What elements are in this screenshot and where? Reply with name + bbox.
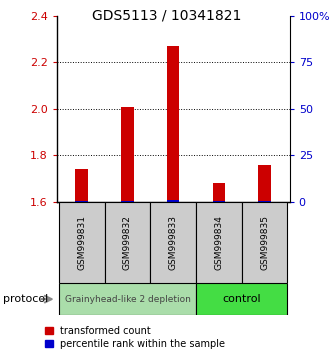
Text: GSM999833: GSM999833 [168, 215, 178, 270]
Bar [59, 202, 105, 283]
Bar [258, 165, 271, 202]
Text: Grainyhead-like 2 depletion: Grainyhead-like 2 depletion [65, 295, 190, 304]
Bar [242, 202, 287, 283]
Bar [212, 201, 225, 202]
Text: GDS5113 / 10341821: GDS5113 / 10341821 [92, 9, 241, 23]
Bar [167, 200, 179, 202]
Text: GSM999834: GSM999834 [214, 215, 223, 270]
Bar [167, 46, 179, 202]
Bar [59, 283, 196, 315]
Text: control: control [222, 294, 261, 304]
Bar [196, 202, 242, 283]
Text: GSM999832: GSM999832 [123, 215, 132, 270]
Bar [121, 201, 134, 202]
Bar [258, 201, 271, 202]
Bar [121, 107, 134, 202]
Bar [212, 183, 225, 202]
Bar [150, 202, 196, 283]
Bar [105, 202, 150, 283]
Text: GSM999835: GSM999835 [260, 215, 269, 270]
Bar [196, 283, 287, 315]
Bar [76, 169, 88, 202]
Bar [76, 201, 88, 202]
Text: protocol: protocol [3, 294, 49, 304]
Legend: transformed count, percentile rank within the sample: transformed count, percentile rank withi… [45, 326, 225, 349]
Text: GSM999831: GSM999831 [77, 215, 86, 270]
